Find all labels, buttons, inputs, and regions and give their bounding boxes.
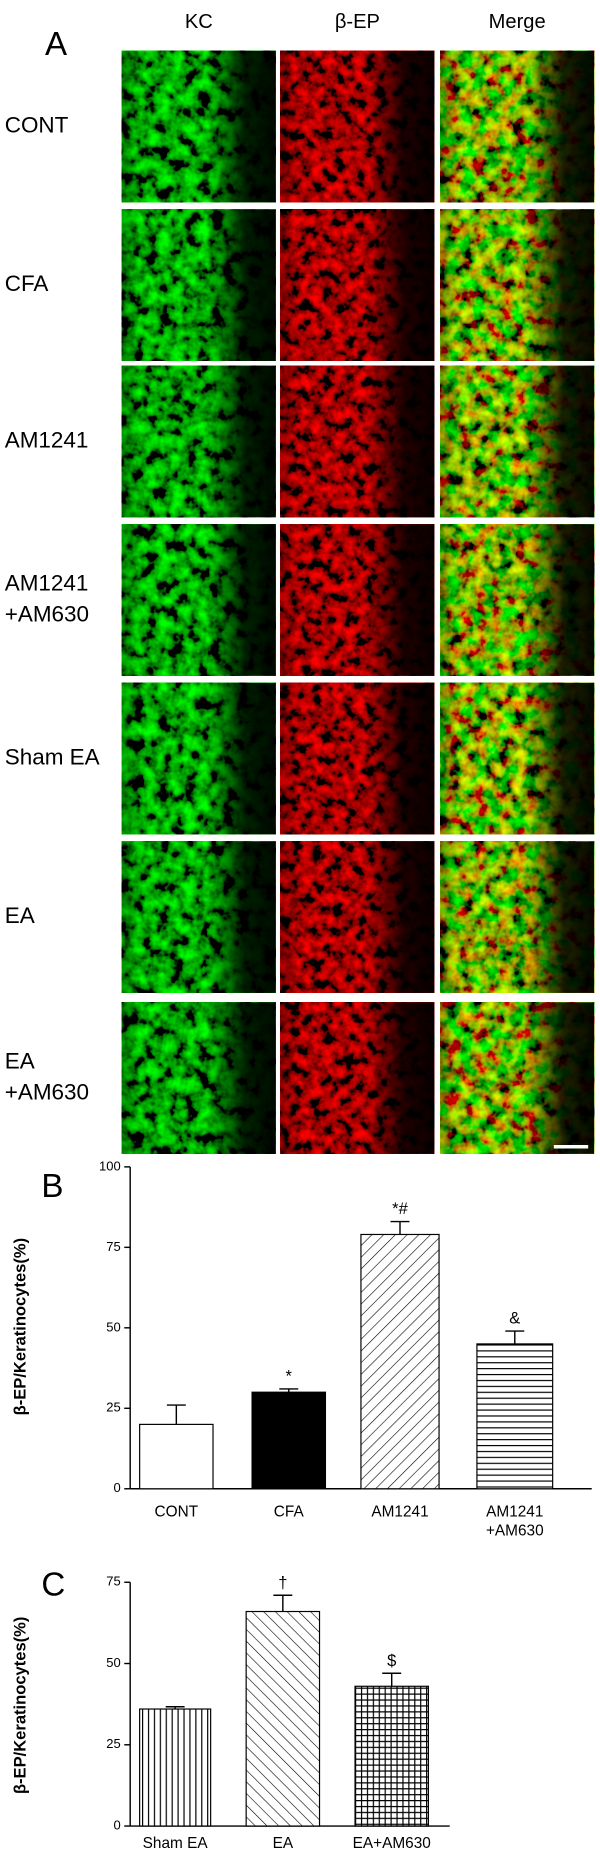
- micrograph-shade: [280, 524, 435, 676]
- micrograph-shade: [440, 209, 595, 361]
- micrograph-shade: [280, 209, 435, 361]
- row-label: AM1241: [5, 427, 89, 452]
- significance-mark: *: [286, 1367, 293, 1386]
- x-tick-label: AM1241: [371, 1503, 428, 1520]
- row-label: EA: [5, 903, 35, 928]
- y-tick-label: 50: [106, 1655, 120, 1670]
- bar: [251, 1391, 327, 1490]
- error-bar: [382, 1672, 402, 1687]
- bar: [139, 1708, 212, 1827]
- bar: [139, 1423, 214, 1490]
- y-tick-label: 75: [106, 1574, 120, 1589]
- micrograph-shade: [121, 841, 276, 993]
- micrograph-shade: [280, 50, 435, 203]
- x-tick-label: CONT: [155, 1503, 199, 1520]
- bar: [476, 1343, 554, 1490]
- bar: [354, 1685, 429, 1827]
- micrograph-shade: [440, 50, 595, 203]
- micrograph-shade: [440, 524, 595, 676]
- x-tick-label: EA: [273, 1835, 294, 1852]
- micrograph-shade: [280, 682, 435, 835]
- y-tick-label: 50: [106, 1319, 120, 1334]
- significance-mark: †: [278, 1573, 287, 1592]
- column-header: KC: [185, 11, 213, 33]
- micrograph-shade: [121, 209, 276, 361]
- x-tick-label: +AM630: [486, 1522, 544, 1539]
- micrograph-shade: [280, 365, 435, 518]
- error-bar: [505, 1330, 525, 1344]
- micrograph-shade: [121, 682, 276, 835]
- y-tick-label: 0: [113, 1480, 120, 1495]
- significance-mark: &: [509, 1309, 520, 1328]
- micrograph-shade: [121, 50, 276, 203]
- row-label: AM1241: [5, 571, 89, 596]
- x-tick-label: Sham EA: [143, 1835, 209, 1852]
- column-header: Merge: [489, 11, 546, 33]
- micrograph-shade: [280, 841, 435, 993]
- row-label: CFA: [5, 271, 49, 296]
- bar: [245, 1610, 321, 1827]
- panel-label: B: [41, 1168, 63, 1205]
- panel-label: A: [45, 26, 68, 63]
- error-bar: [166, 1404, 186, 1425]
- y-axis-label: β-EP/Keratinocytes(%): [11, 1617, 30, 1794]
- micrograph-shade: [121, 524, 276, 676]
- micrograph-shade: [280, 1002, 435, 1154]
- x-tick-label: AM1241: [486, 1503, 543, 1520]
- y-tick-label: 100: [99, 1158, 121, 1173]
- micrograph-shade: [121, 1002, 276, 1154]
- error-bar: [390, 1220, 410, 1235]
- row-label: +AM630: [5, 601, 89, 626]
- x-tick-label: EA+AM630: [353, 1835, 431, 1852]
- column-header: β-EP: [335, 11, 380, 33]
- significance-mark: $: [387, 1651, 396, 1670]
- error-bar: [279, 1388, 299, 1393]
- row-label: +AM630: [5, 1079, 89, 1104]
- y-axis-label: β-EP/Keratinocytes(%): [11, 1238, 30, 1415]
- row-label: CONT: [5, 113, 69, 138]
- panel-label: C: [41, 1567, 65, 1604]
- y-tick-label: 0: [113, 1817, 120, 1832]
- micrograph-shade: [440, 841, 595, 993]
- micrograph-shade: [440, 365, 595, 518]
- y-tick-label: 75: [106, 1239, 120, 1254]
- row-label: EA: [5, 1049, 35, 1074]
- error-bar: [273, 1594, 293, 1612]
- error-bar: [165, 1706, 185, 1710]
- bar: [360, 1233, 440, 1490]
- micrograph-shade: [440, 682, 595, 835]
- y-tick-label: 25: [106, 1400, 120, 1415]
- x-tick-label: CFA: [274, 1503, 305, 1520]
- micrograph-shade: [121, 365, 276, 518]
- significance-mark: *#: [392, 1199, 408, 1218]
- row-label: Sham EA: [5, 745, 100, 770]
- y-tick-label: 25: [106, 1736, 120, 1751]
- micrograph-shade: [440, 1002, 595, 1154]
